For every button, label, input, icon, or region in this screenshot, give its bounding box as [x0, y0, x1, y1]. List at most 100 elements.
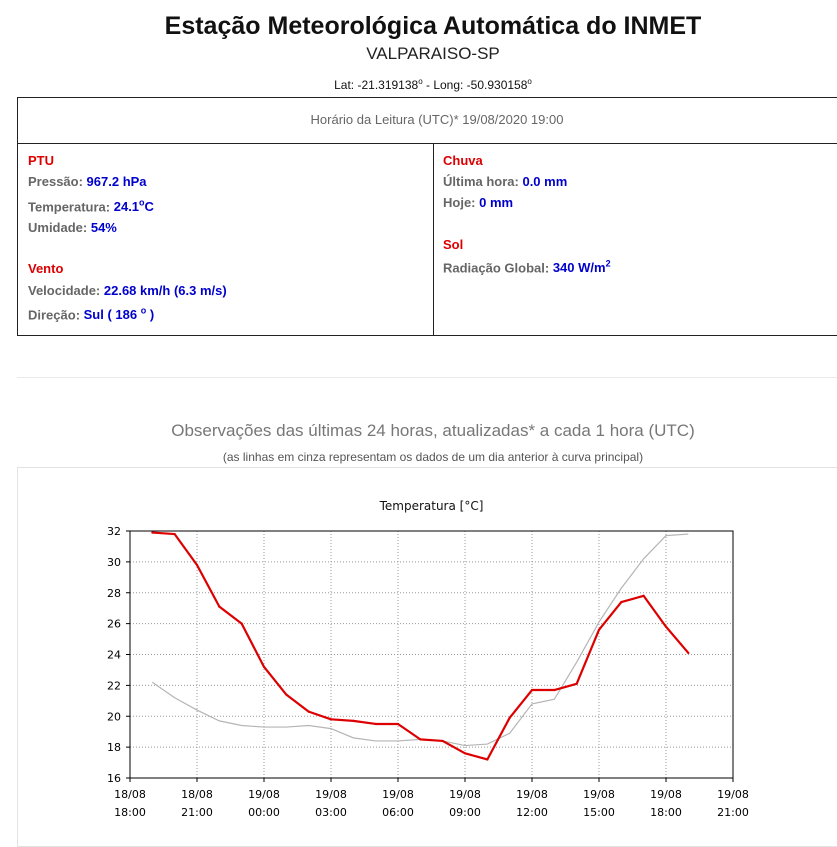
y-tick-label: 26	[107, 618, 121, 631]
wind-direction-text: Sul ( 186	[83, 307, 141, 323]
x-tick-date: 19/08	[717, 788, 749, 801]
radiation-line: Radiação Global: 340 W/m2	[443, 259, 611, 275]
humidity-label: Umidade:	[28, 220, 91, 235]
previous-day-temperature-line	[151, 533, 689, 747]
x-tick-time: 21:00	[717, 806, 749, 819]
rain-today-label: Hoje:	[443, 195, 480, 210]
temperature-point	[307, 710, 310, 713]
temperature-point	[374, 722, 377, 726]
x-tick-time: 18:00	[114, 806, 146, 819]
temperature-label: Temperatura:	[28, 199, 114, 215]
temperature-value: 24.1oC	[113, 198, 154, 215]
pressure-value: 967.2 hPa	[86, 174, 147, 189]
longitude: - Long: -50.930158	[422, 78, 528, 92]
wind-direction-close: )	[146, 307, 155, 323]
radiation-number: 340 W/m	[552, 260, 606, 276]
temperature-point	[530, 688, 534, 692]
y-tick-label: 20	[107, 710, 121, 723]
pressure-label: Pressão:	[28, 174, 87, 189]
observations-subtitle: (as linhas em cinza representam os dados…	[222, 450, 644, 464]
temperature-degree: o	[139, 198, 145, 208]
latitude: Lat: -21.319138	[334, 78, 419, 92]
temperature-point	[195, 563, 199, 567]
longitude-degree: o	[527, 77, 532, 86]
temperature-point	[575, 682, 578, 685]
x-tick-time: 18:00	[650, 806, 682, 819]
temperature-point	[173, 532, 176, 536]
y-tick-label: 22	[107, 679, 121, 692]
y-tick-label: 32	[107, 525, 121, 538]
humidity-value: 54%	[90, 220, 117, 235]
pressure-line: Pressão: 967.2 hPa	[28, 174, 147, 189]
station-name: VALPARAISO-SP	[366, 44, 500, 63]
wind-direction-degree: o	[140, 306, 147, 316]
x-tick-time: 03:00	[315, 806, 347, 819]
temperature-line: Temperatura: 24.1oC	[28, 198, 154, 214]
temperature-point	[218, 605, 221, 608]
temperature-point	[151, 531, 154, 534]
temperature-point	[508, 716, 511, 719]
ptu-title: PTU	[28, 153, 54, 168]
temperature-point	[664, 625, 668, 628]
x-tick-date: 19/08	[516, 788, 548, 801]
rain-today-line: Hoje: 0 mm	[443, 195, 513, 210]
temperature-point	[597, 628, 601, 631]
x-tick-date: 19/08	[315, 788, 347, 801]
x-tick-date: 19/08	[449, 788, 481, 801]
temperature-point	[486, 758, 489, 761]
temperature-number: 24.1	[113, 199, 140, 215]
observations-title: Observações das últimas 24 horas, atuali…	[171, 421, 695, 440]
temperature-point	[285, 693, 288, 696]
temperature-point	[553, 688, 556, 692]
rain-last-hour-value: 0.0 mm	[522, 174, 568, 189]
rain-title: Chuva	[443, 153, 483, 168]
x-tick-time: 12:00	[516, 806, 548, 819]
x-tick-time: 09:00	[449, 806, 481, 819]
temperature-point	[352, 719, 355, 722]
sun-title: Sol	[443, 237, 464, 252]
latitude-degree: o	[418, 77, 423, 86]
temperature-point	[620, 600, 623, 604]
wind-direction-label: Direção:	[28, 307, 84, 323]
y-tick-label: 16	[107, 772, 121, 785]
y-tick-label: 28	[107, 587, 121, 600]
temperature-point	[419, 738, 422, 741]
x-tick-date: 19/08	[382, 788, 414, 801]
temperature-point	[441, 739, 444, 743]
radiation-exponent: 2	[605, 259, 611, 269]
plot-frame	[129, 530, 734, 779]
radiation-value: 340 W/m2	[552, 259, 611, 276]
x-tick-date: 19/08	[248, 788, 280, 801]
rain-last-hour-line: Última hora: 0.0 mm	[443, 174, 567, 189]
rain-today-value: 0 mm	[479, 195, 514, 210]
wind-speed-value: 22.68 km/h (6.3 m/s)	[103, 283, 227, 298]
temperature-point	[262, 665, 266, 668]
x-tick-date: 19/08	[583, 788, 615, 801]
radiation-label: Radiação Global:	[443, 260, 553, 276]
page-title: Estação Meteorológica Automática do INME…	[164, 12, 702, 40]
wind-speed-label: Velocidade:	[28, 283, 104, 298]
humidity-line: Umidade: 54%	[28, 220, 117, 235]
temperature-unit: C	[144, 199, 154, 215]
readings-left-column: PTU Pressão: 967.2 hPa Temperatura: 24.1…	[18, 143, 434, 335]
y-tick-label: 18	[107, 741, 121, 754]
y-tick-label: 24	[107, 649, 121, 662]
temperature-point	[329, 718, 333, 721]
wind-title: Vento	[28, 261, 64, 276]
x-tick-date: 18/08	[181, 788, 213, 801]
reading-time: Horário da Leitura (UTC)* 19/08/2020 19:…	[18, 98, 837, 144]
temperature-point	[396, 722, 400, 726]
x-tick-date: 19/08	[650, 788, 682, 801]
temperature-point	[240, 622, 243, 625]
y-tick-label: 30	[107, 556, 121, 569]
chart-title: Temperatura [°C]	[379, 499, 484, 513]
temperature-point	[642, 594, 645, 597]
wind-direction-value: Sul ( 186 o )	[83, 306, 155, 323]
section-divider	[17, 377, 837, 378]
coordinates: Lat: -21.319138o - Long: -50.930158o	[0, 77, 837, 92]
temperature-line	[152, 531, 690, 761]
wind-speed-line: Velocidade: 22.68 km/h (6.3 m/s)	[28, 283, 227, 298]
x-tick-time: 06:00	[382, 806, 414, 819]
x-tick-time: 15:00	[583, 806, 615, 819]
current-readings-panel: Horário da Leitura (UTC)* 19/08/2020 19:…	[17, 97, 837, 336]
